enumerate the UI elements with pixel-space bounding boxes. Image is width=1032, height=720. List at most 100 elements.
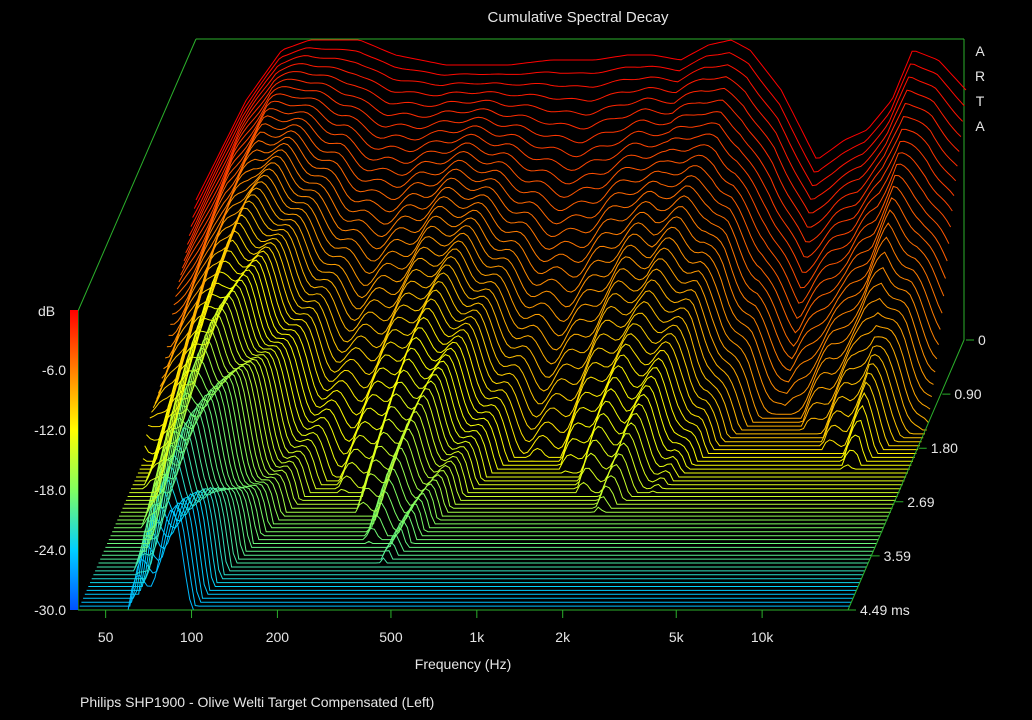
axes: [78, 339, 965, 611]
decay-slice: [119, 358, 889, 517]
brand-letter: A: [975, 43, 985, 59]
decay-slice: [166, 162, 938, 394]
decay-slice: [149, 230, 920, 447]
time-tick-label: 4.49 ms: [860, 602, 910, 618]
time-tick-label: 0.90: [954, 386, 981, 402]
decay-slice: [91, 466, 862, 580]
decay-slice: [108, 393, 879, 541]
decay-slice: [120, 347, 891, 513]
decay-slice: [186, 78, 958, 245]
decay-slice: [110, 389, 881, 537]
decay-slice: [193, 47, 965, 209]
decay-slice: [101, 413, 872, 556]
decay-slice: [136, 284, 907, 478]
decay-slice: [113, 382, 884, 529]
decay-slice: [188, 71, 960, 236]
decay-slice: [127, 313, 898, 497]
x-tick-label: 10k: [751, 629, 775, 645]
decay-slice: [173, 136, 945, 347]
decay-slice: [84, 496, 855, 595]
decay-slice: [152, 214, 924, 439]
x-tick-label: 1k: [469, 629, 485, 645]
colorbar-strip: [70, 310, 78, 610]
decay-slice: [141, 269, 912, 466]
x-tick-label: 2k: [555, 629, 571, 645]
decay-slices: [78, 39, 967, 611]
brand-letter: R: [975, 68, 985, 84]
decay-slice: [83, 497, 854, 599]
decay-slice: [185, 86, 957, 254]
decay-slice: [146, 250, 917, 455]
db-colorbar: [70, 310, 78, 610]
decay-slice: [134, 289, 905, 482]
z-tick-label: -12.0: [34, 422, 66, 438]
z-axis-ticks: -30.0 -24.0 -18.0 -12.0 -6.0: [34, 362, 66, 618]
decay-slice: [131, 300, 901, 490]
x-axis-ticks: 50 100 200 500 1k 2k 5k 10k: [98, 610, 775, 645]
z-axis-label: dB: [38, 303, 55, 319]
decay-slice: [81, 502, 852, 603]
time-tick-label: 0: [978, 332, 986, 348]
decay-slice: [161, 181, 933, 419]
decay-slice: [100, 419, 871, 560]
x-tick-label: 5k: [669, 629, 685, 645]
decay-slice: [190, 63, 962, 227]
decay-slice: [180, 108, 952, 289]
decay-slice: [115, 378, 886, 525]
decay-slice: [151, 222, 922, 443]
brand-letter: T: [976, 93, 985, 109]
decay-slice: [90, 477, 860, 584]
footer-caption: Philips SHP1900 - Olive Welti Target Com…: [80, 694, 435, 710]
decay-slice: [139, 273, 910, 470]
decay-slice: [165, 168, 936, 406]
brand-letter: A: [975, 118, 985, 134]
decay-slice: [125, 321, 896, 501]
decay-slice: [117, 369, 888, 521]
decay-slice: [156, 200, 927, 431]
time-tick-label: 3.59: [884, 548, 911, 564]
decay-slice: [157, 194, 929, 427]
x-axis-label: Frequency (Hz): [415, 656, 511, 672]
decay-slice: [144, 259, 915, 458]
decay-slice: [195, 39, 967, 201]
time-axis-ticks: 0 0.90 1.80 2.69 3.59 4.49 ms: [848, 332, 986, 618]
decay-slice: [122, 337, 893, 509]
decay-slice: [129, 307, 900, 494]
decay-slice: [168, 155, 940, 383]
decay-slice: [176, 123, 948, 320]
decay-slice: [95, 445, 866, 572]
x-tick-label: 100: [180, 629, 204, 645]
time-tick-label: 2.69: [907, 494, 934, 510]
decay-slice: [79, 504, 850, 607]
decay-slice: [93, 454, 864, 576]
decay-slice: [175, 130, 946, 334]
decay-slice: [178, 115, 950, 304]
x-tick-label: 200: [266, 629, 290, 645]
decay-slice: [132, 295, 903, 486]
decay-slice: [163, 174, 934, 415]
z-tick-label: -6.0: [42, 362, 66, 378]
z-tick-label: -24.0: [34, 542, 66, 558]
decay-slice: [181, 100, 953, 273]
decay-slice: [124, 328, 895, 505]
z-tick-label: -30.0: [34, 602, 66, 618]
decay-slice: [171, 142, 943, 360]
decay-slice: [112, 385, 883, 533]
decay-slice: [86, 493, 857, 591]
decay-slice: [147, 239, 919, 451]
decay-slice: [103, 407, 874, 552]
decay-slice: [159, 187, 931, 423]
z-tick-label: -18.0: [34, 482, 66, 498]
time-tick-label: 1.80: [931, 440, 958, 456]
decay-slice: [170, 149, 941, 372]
decay-slice: [96, 434, 867, 568]
chart-title: Cumulative Spectral Decay: [488, 9, 669, 26]
x-tick-label: 50: [98, 629, 114, 645]
decay-slice: [88, 489, 859, 587]
decay-slice: [154, 207, 925, 435]
decay-slice: [142, 264, 913, 462]
decay-slice: [192, 55, 963, 218]
x-tick-label: 500: [379, 629, 403, 645]
